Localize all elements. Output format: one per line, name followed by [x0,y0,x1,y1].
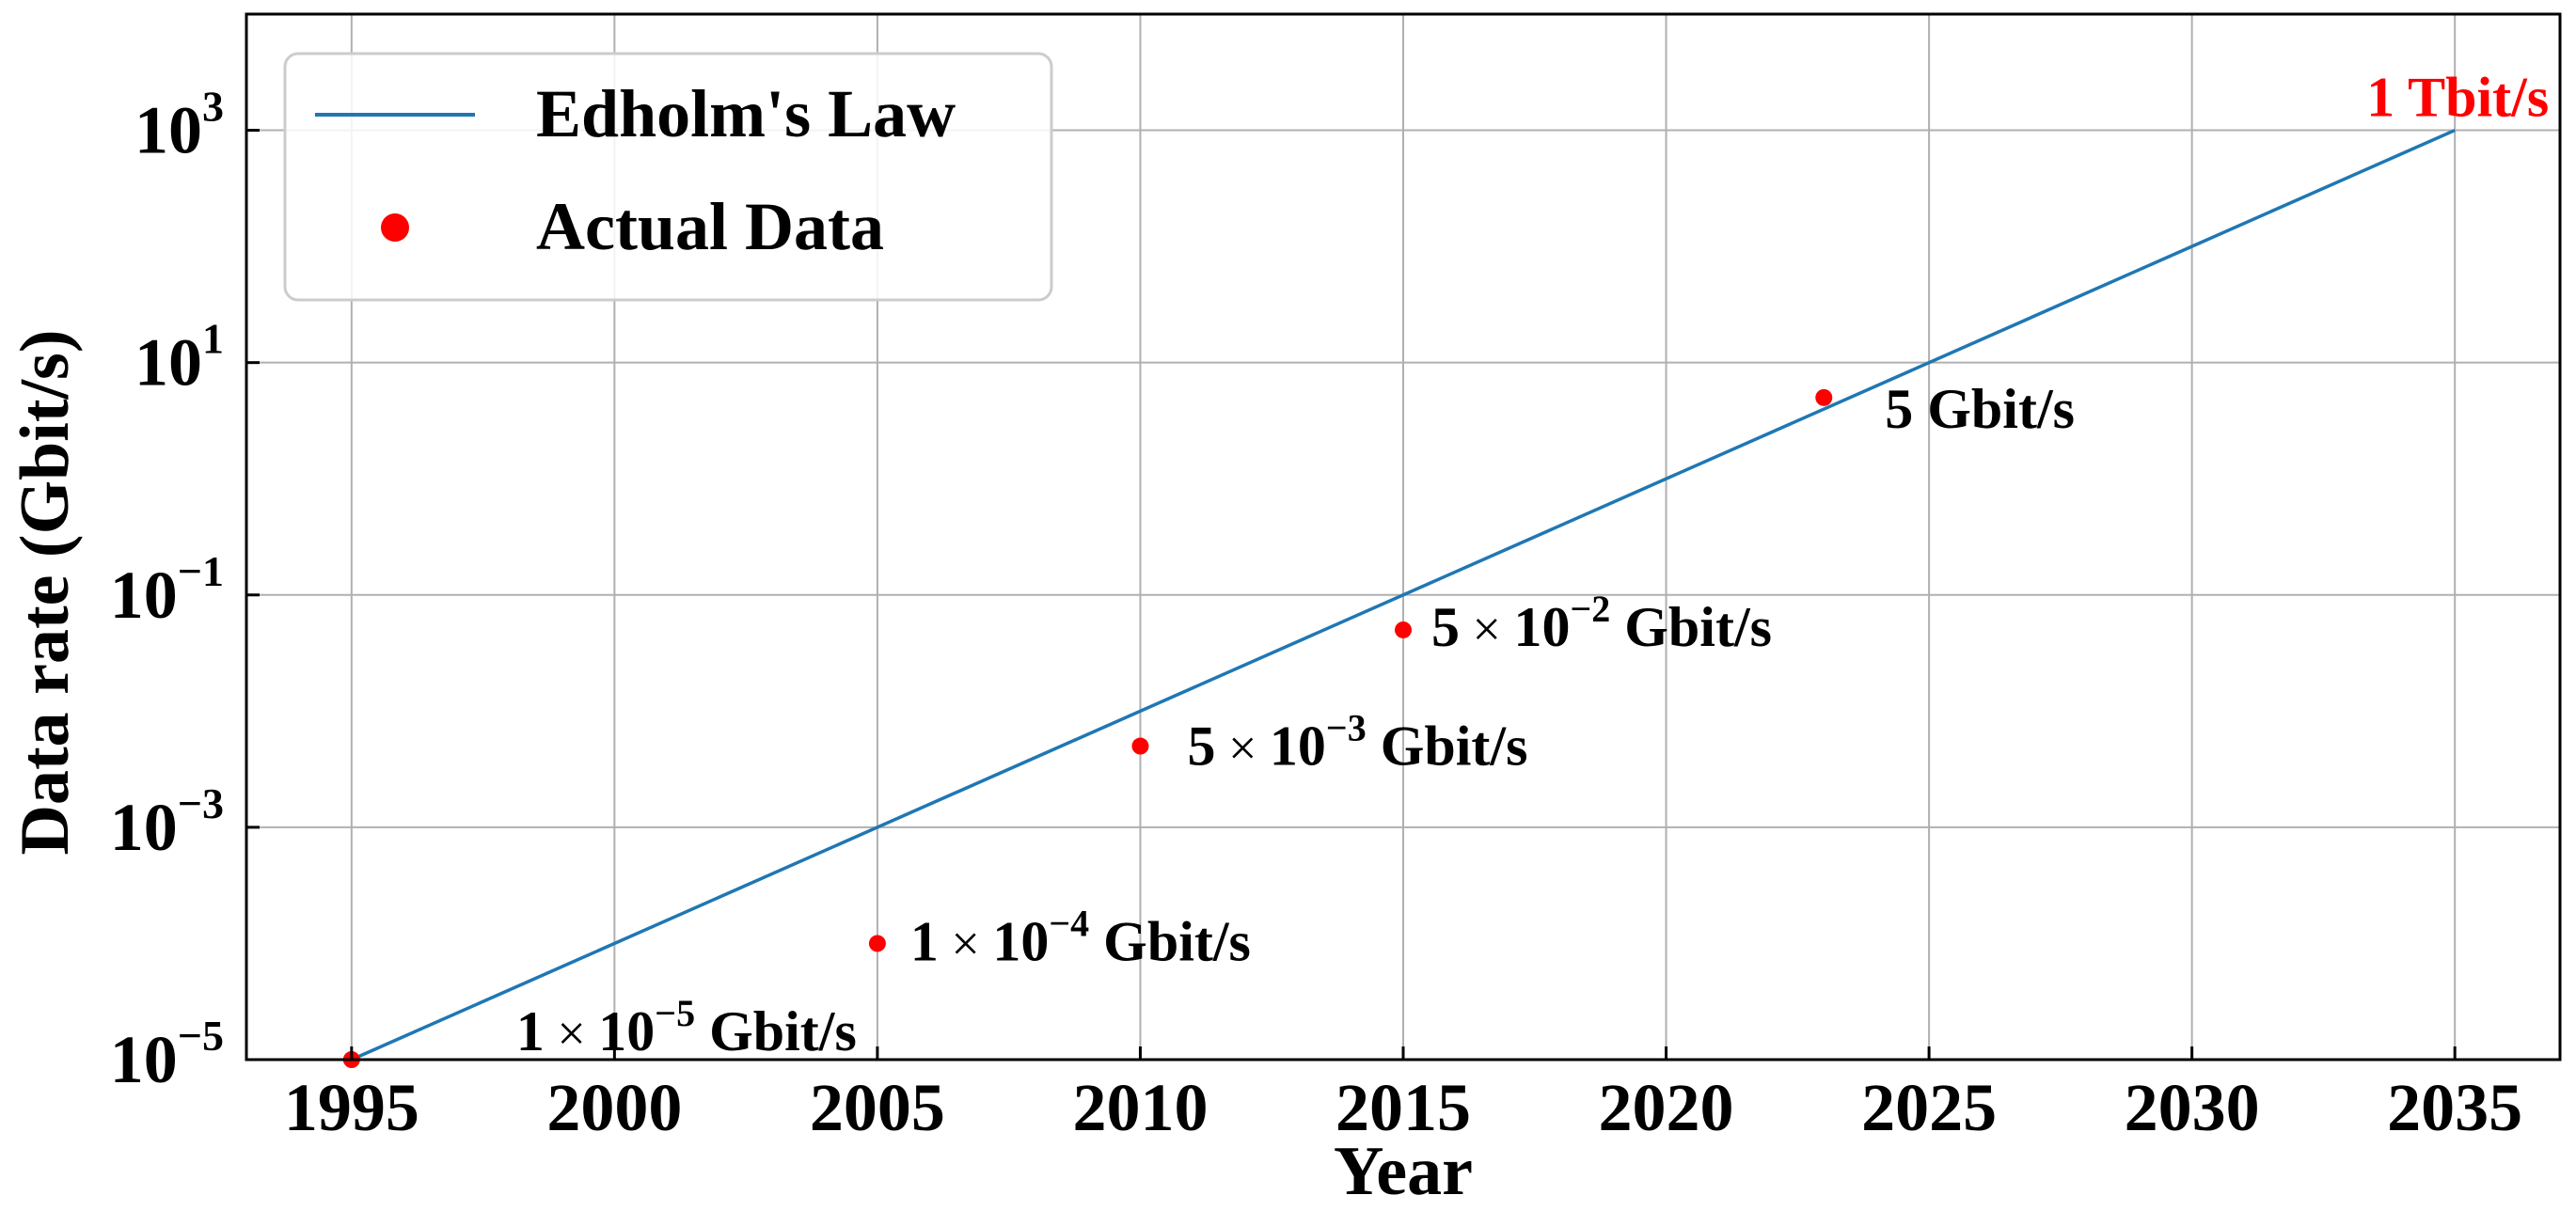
annotation-base: 10 [1270,716,1326,778]
y-tick-base: 10 [134,325,202,401]
annotation-0: 1 × 10−5 Gbit/s [516,992,857,1062]
x-tick-label-2005: 2005 [810,1070,945,1145]
annotation-unit: Gbit/s [1089,910,1251,972]
y-tick-exp: −3 [178,779,224,827]
y-tick-label-1: 101 [134,315,224,401]
y-tick-label-3: 10−3 [110,779,224,865]
data-point-2023 [1815,388,1833,406]
annotation-times: × [939,915,992,971]
annotation-unit: Gbit/s [1367,716,1528,778]
x-tick-label-2015: 2015 [1335,1070,1471,1145]
annotation-exp: −2 [1570,588,1610,630]
annotation-unit: Gbit/s [1610,596,1772,658]
annotation-mantissa: 1 [2366,67,2394,129]
x-tick-label-2000: 2000 [546,1070,682,1145]
annotation-mantissa: 5 [1431,596,1460,658]
x-axis-title: Year [1334,1133,1473,1210]
annotation-mantissa: 1 [910,910,939,972]
annotations: 1 × 10−5 Gbit/s1 × 10−4 Gbit/s5 × 10−3 G… [516,67,2549,1062]
y-tick-label-0: 103 [134,83,224,168]
y-tick-exp: 3 [202,83,224,131]
y-tick-label-2: 10−1 [110,547,224,633]
series-line-edholms-law [351,128,2456,1062]
annotation-1: 1 × 10−4 Gbit/s [910,902,1251,972]
series-layer [342,128,2456,1068]
annotation-unit: Gbit/s [695,1000,857,1062]
annotation-unit: Gbit/s [1913,378,2075,440]
annotation-base: 10 [1513,596,1570,658]
y-tick-base: 10 [110,558,178,633]
x-tick-label-1995: 1995 [284,1070,419,1145]
y-tick-base: 10 [134,93,202,168]
y-tick-exp: 1 [202,315,224,363]
annotation-3: 5 × 10−2 Gbit/s [1431,588,1772,658]
y-tick-base: 10 [110,790,178,865]
annotation-times: × [1215,720,1269,777]
y-axis-title: Data rate (Gbit/s) [7,330,84,856]
annotation-mantissa: 1 [516,1000,545,1062]
annotation-unit: Tbit/s [2394,67,2549,129]
legend-label-actual-data: Actual Data [536,189,884,264]
annotation-exp: −4 [1049,902,1089,944]
annotation-4: 5 Gbit/s [1885,378,2075,440]
annotation-base: 10 [598,1000,655,1062]
y-tick-exp: −1 [178,547,224,595]
annotation-2: 5 × 10−3 Gbit/s [1187,707,1527,778]
annotation-times: × [545,1005,598,1062]
y-tick-base: 10 [110,1022,178,1097]
annotation-exp: −5 [655,992,695,1034]
x-tick-label-2035: 2035 [2387,1070,2522,1145]
legend-box [283,52,1053,302]
annotation-mantissa: 5 [1187,716,1215,778]
legend-label-edholms-law: Edholm's Law [536,76,956,151]
data-point-2015 [1395,621,1412,638]
data-point-2005 [868,935,886,952]
y-tick-exp: −5 [178,1012,224,1060]
legend: Edholm's Law Actual Data [283,52,1053,302]
x-ticks: 1995 2000 2005 2010 2015 2020 2025 2030 2035 [284,1046,2522,1145]
data-point-2010 [1131,737,1149,755]
annotation-times: × [1460,601,1513,657]
legend-dot-swatch [381,213,409,242]
x-tick-label-2030: 2030 [2125,1070,2260,1145]
annotation-base: 10 [992,910,1049,972]
x-tick-label-2020: 2020 [1599,1070,1734,1145]
y-tick-label-4: 10−5 [110,1012,224,1097]
annotation-5: 1 Tbit/s [2366,67,2549,129]
annotation-exp: −3 [1326,707,1367,749]
x-tick-label-2025: 2025 [1861,1070,1997,1145]
annotation-mantissa: 5 [1885,378,1913,440]
x-tick-label-2010: 2010 [1072,1070,1208,1145]
